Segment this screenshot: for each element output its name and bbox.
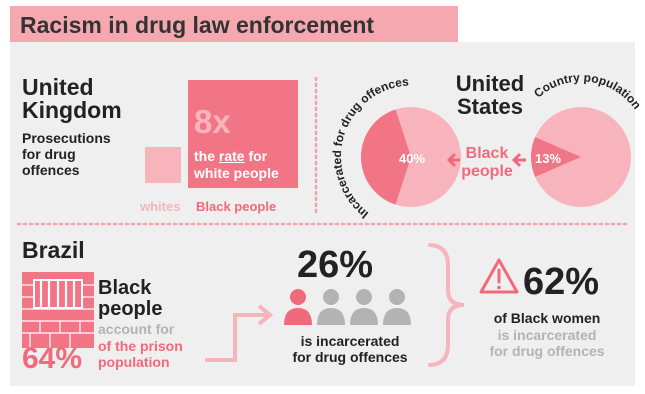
arrow-left-icon [446, 152, 460, 168]
uk-heading: United Kingdom [22, 74, 122, 123]
black-people-bar [188, 80, 298, 188]
rate-prefix: the [194, 148, 219, 164]
pct-population: 13% [535, 151, 562, 166]
brazil-account-for: account for [98, 321, 175, 337]
brace-icon [428, 243, 465, 367]
page-title: Racism in drug law enforcement [20, 12, 375, 38]
brazil-heading: Brazil [22, 237, 85, 263]
brazil-of-prison: of the prison population [98, 338, 183, 370]
uk-subtitle: Prosecutions for drug offences [22, 130, 111, 178]
us-heading: United States [455, 71, 525, 119]
warning-icon [479, 258, 519, 294]
uk-rate-line2: white people [194, 165, 279, 181]
connector-arrow-icon [205, 304, 274, 362]
uk-multiplier: 8x [194, 103, 231, 140]
brazil-women-line1: of Black women [493, 310, 601, 326]
brazil-black-people: Black people [98, 277, 163, 320]
label-black-people: Black people [196, 199, 277, 214]
label-whites: whites [140, 199, 181, 214]
person-icon-highlighted [284, 289, 312, 325]
title-bar [10, 6, 458, 46]
arc-label-population: Country population [531, 70, 644, 111]
population-pie [530, 107, 631, 207]
brazil-drug-caption: is incarcerated for drug offences [292, 333, 408, 365]
brazil-pct-prison: 64% [22, 342, 83, 375]
uk-rate-line: the rate for [194, 148, 267, 164]
person-icon [383, 289, 411, 325]
content-panel [10, 42, 635, 386]
brazil-pct-women: 62% [523, 261, 600, 303]
person-icon [317, 289, 345, 325]
whites-bar [145, 147, 181, 183]
arrow-left-icon [511, 152, 526, 168]
brazil-women-line2: is incarcerated for drug offences [489, 327, 605, 359]
rate-word: rate [218, 148, 245, 164]
brazil-pct-drug: 26% [297, 244, 374, 286]
pct-incarcerated: 40% [399, 151, 426, 166]
incarcerated-pie [361, 107, 461, 207]
person-icon [350, 289, 378, 325]
us-center-label: Black people [461, 145, 513, 180]
rate-suffix: for [244, 148, 268, 164]
prison-icon [22, 272, 94, 348]
